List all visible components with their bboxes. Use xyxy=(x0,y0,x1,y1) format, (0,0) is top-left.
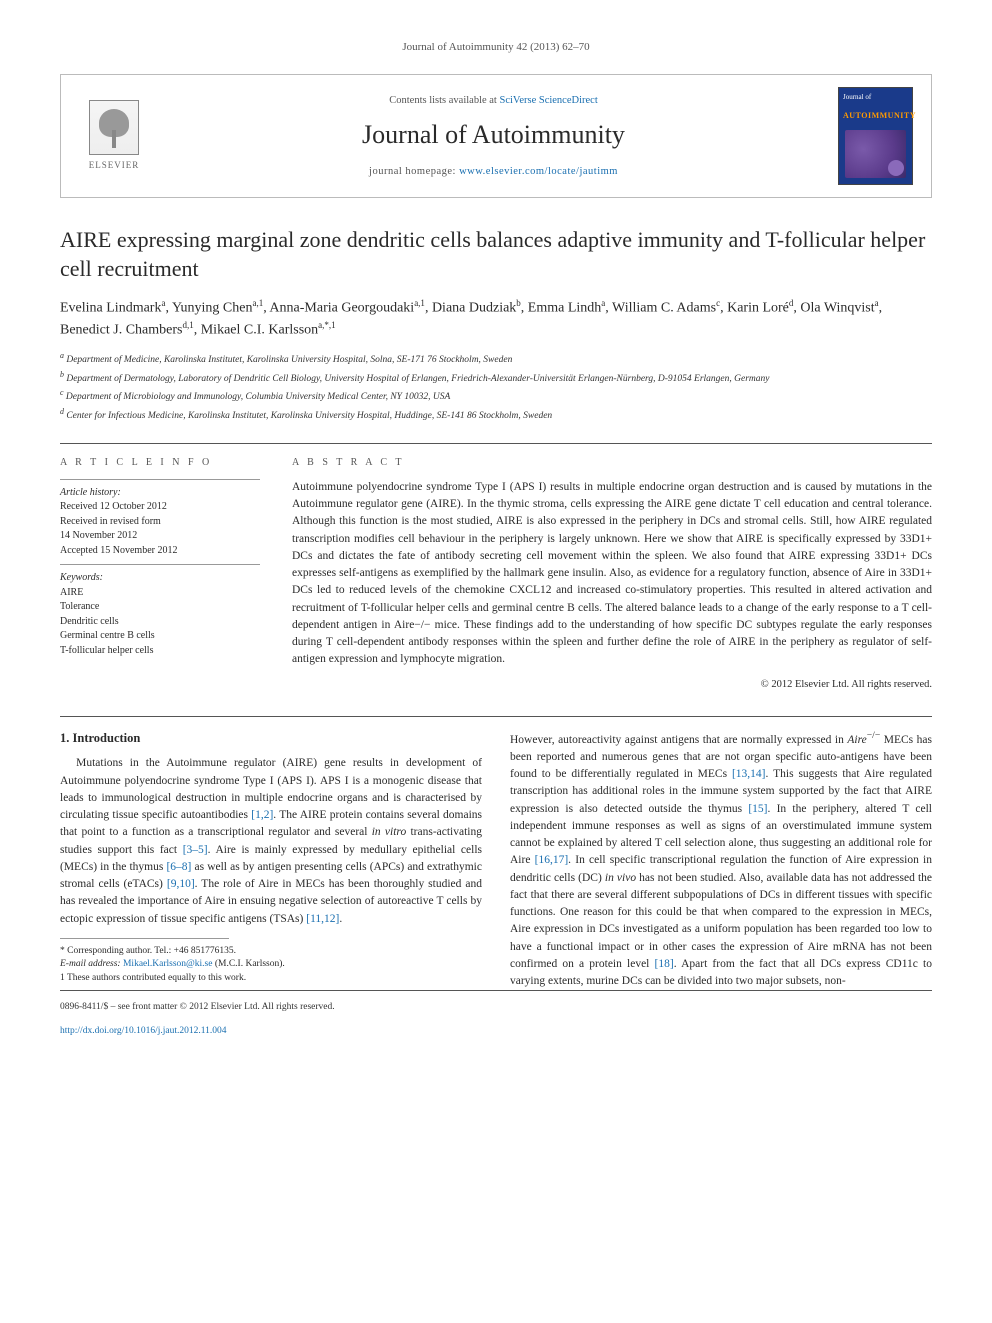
intro-paragraph-2: However, autoreactivity against antigens… xyxy=(510,729,932,991)
body-two-column: 1. Introduction Mutations in the Autoimm… xyxy=(60,729,932,991)
keywords-heading: Keywords: xyxy=(60,571,260,586)
email-suffix: (M.C.I. Karlsson). xyxy=(212,959,284,969)
header-citation: Journal of Autoimmunity 42 (2013) 62–70 xyxy=(60,40,932,56)
elsevier-tree-icon xyxy=(89,100,139,155)
history-line: 14 November 2012 xyxy=(60,529,260,544)
abstract-text: Autoimmune polyendocrine syndrome Type I… xyxy=(292,479,932,669)
homepage-prefix: journal homepage: xyxy=(369,166,459,177)
reference-link[interactable]: [18] xyxy=(655,958,674,970)
abstract-copyright: © 2012 Elsevier Ltd. All rights reserved… xyxy=(292,677,932,692)
affiliation-line: c Department of Microbiology and Immunol… xyxy=(60,387,932,404)
email-line: E-mail address: Mikael.Karlsson@ki.se (M… xyxy=(60,958,482,971)
reference-link[interactable]: [15] xyxy=(748,803,767,815)
separator-rule-2 xyxy=(60,716,932,717)
article-info-label: A R T I C L E I N F O xyxy=(60,456,260,471)
info-abstract-row: A R T I C L E I N F O Article history: R… xyxy=(60,456,932,691)
keywords-block: Keywords: AIREToleranceDendritic cellsGe… xyxy=(60,571,260,658)
keyword: Germinal centre B cells xyxy=(60,629,260,644)
doi-line: http://dx.doi.org/10.1016/j.jaut.2012.11… xyxy=(60,1025,932,1039)
keyword: Tolerance xyxy=(60,600,260,615)
reference-link[interactable]: [3–5] xyxy=(183,844,208,856)
affiliation-line: b Department of Dermatology, Laboratory … xyxy=(60,369,932,386)
publisher-logo: ELSEVIER xyxy=(79,96,149,176)
history-line: Accepted 15 November 2012 xyxy=(60,544,260,559)
affiliations: a Department of Medicine, Karolinska Ins… xyxy=(60,350,932,423)
cover-image-icon xyxy=(845,130,906,178)
intro-paragraph-1: Mutations in the Autoimmune regulator (A… xyxy=(60,755,482,928)
article-title: AIRE expressing marginal zone dendritic … xyxy=(60,226,932,283)
publisher-name: ELSEVIER xyxy=(89,159,140,172)
keyword: AIRE xyxy=(60,586,260,601)
email-label: E-mail address: xyxy=(60,959,123,969)
abstract-label: A B S T R A C T xyxy=(292,456,932,471)
equal-contribution-note: 1 These authors contributed equally to t… xyxy=(60,972,482,985)
sciencedirect-link[interactable]: SciVerse ScienceDirect xyxy=(499,95,597,106)
introduction-heading: 1. Introduction xyxy=(60,729,482,748)
affiliation-line: a Department of Medicine, Karolinska Ins… xyxy=(60,350,932,367)
homepage-url[interactable]: www.elsevier.com/locate/jautimm xyxy=(459,166,618,177)
author-list: Evelina Lindmarka, Yunying Chena,1, Anna… xyxy=(60,297,932,340)
corresponding-author-note: * Corresponding author. Tel.: +46 851776… xyxy=(60,945,482,958)
homepage-line: journal homepage: www.elsevier.com/locat… xyxy=(165,164,822,179)
header-center: Contents lists available at SciVerse Sci… xyxy=(165,93,822,179)
article-info-column: A R T I C L E I N F O Article history: R… xyxy=(60,456,260,691)
cover-title-word: AUTOIMMUNITY xyxy=(843,110,916,122)
contents-available-line: Contents lists available at SciVerse Sci… xyxy=(165,93,822,108)
reference-link[interactable]: [1,2] xyxy=(251,809,273,821)
reference-link[interactable]: [9,10] xyxy=(167,878,195,890)
issn-line: 0896-8411/$ – see front matter © 2012 El… xyxy=(60,1001,932,1015)
article-history-block: Article history: Received 12 October 201… xyxy=(60,486,260,559)
journal-cover-thumbnail: Journal of AUTOIMMUNITY xyxy=(838,87,913,185)
reference-link[interactable]: [16,17] xyxy=(535,854,569,866)
separator-rule xyxy=(60,443,932,444)
reference-link[interactable]: [11,12] xyxy=(306,913,339,925)
cover-top-text: Journal of xyxy=(843,94,908,102)
contents-prefix: Contents lists available at xyxy=(389,95,499,106)
history-line: Received 12 October 2012 xyxy=(60,500,260,515)
reference-link[interactable]: [6–8] xyxy=(166,861,191,873)
email-link[interactable]: Mikael.Karlsson@ki.se xyxy=(123,959,213,969)
footer-rule xyxy=(60,990,932,991)
keyword: T-follicular helper cells xyxy=(60,644,260,659)
footnote-rule xyxy=(60,938,229,939)
keyword: Dendritic cells xyxy=(60,615,260,630)
abstract-column: A B S T R A C T Autoimmune polyendocrine… xyxy=(292,456,932,691)
journal-header-box: ELSEVIER Contents lists available at Sci… xyxy=(60,74,932,198)
reference-link[interactable]: [13,14] xyxy=(732,768,766,780)
affiliation-line: d Center for Infectious Medicine, Karoli… xyxy=(60,406,932,423)
journal-title: Journal of Autoimmunity xyxy=(165,116,822,154)
history-line: Received in revised form xyxy=(60,515,260,530)
history-heading: Article history: xyxy=(60,486,260,501)
doi-link[interactable]: http://dx.doi.org/10.1016/j.jaut.2012.11… xyxy=(60,1026,227,1036)
footnotes: * Corresponding author. Tel.: +46 851776… xyxy=(60,945,482,985)
